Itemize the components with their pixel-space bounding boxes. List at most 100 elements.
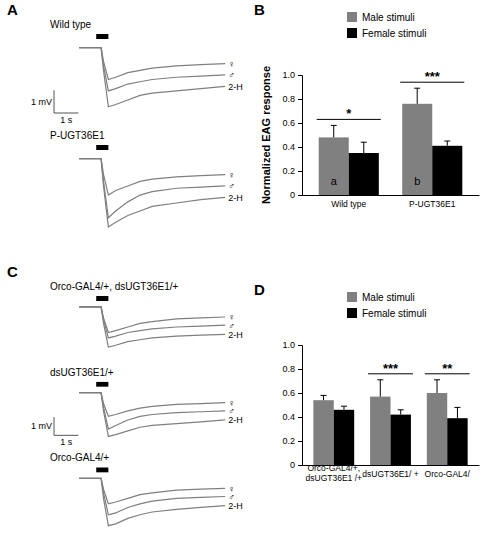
bar (349, 153, 379, 195)
y-tick-label: 0.8 (282, 94, 295, 104)
figure: AWild type♂♀2-H1 s1 mVP-UGT36E1♂♀2-HB00.… (0, 0, 488, 537)
stimulus-bar (96, 145, 108, 150)
trace-line (79, 48, 225, 91)
y-tick-mark (298, 393, 302, 394)
legend-swatch (347, 308, 357, 318)
panel-label: C (7, 263, 18, 280)
trace-label: 2-H (228, 82, 243, 92)
x-tick-label: Wild type (331, 199, 366, 209)
y-axis: 0 0.2 0.4 0.6 0.8 1.0 (282, 340, 302, 470)
trace-group-label: Orco-GAL4/+ (50, 452, 109, 463)
trace-plot (79, 34, 225, 107)
y-axis: 0 0.2 0.4 0.6 0.8 1.0 (282, 70, 302, 200)
x-tick-label: P-UGT36E1 (409, 199, 456, 209)
y-tick: 0 (290, 460, 302, 470)
error-bar (414, 88, 420, 104)
trace-plot (79, 296, 225, 347)
bar (447, 418, 467, 465)
trace-group-label: dsUGT36E1/+ (50, 367, 114, 378)
stimulus-bar (96, 296, 108, 301)
y-tick: 0.8 (282, 94, 302, 104)
bar-letter: b (414, 175, 420, 187)
panel-label: D (254, 281, 265, 298)
y-tick: 0.2 (282, 436, 302, 446)
x-tick: Wild type (331, 195, 366, 209)
x-tick: Orco-GAL4/ (425, 465, 471, 479)
y-tick-label: 0.6 (282, 388, 295, 398)
legend-swatch (347, 12, 357, 22)
scale-bar-x-label: 1 s (60, 115, 73, 125)
scale-bar-y (54, 417, 55, 435)
bar (432, 146, 462, 195)
y-tick: 0 (290, 190, 302, 200)
figure-canvas: AWild type♂♀2-H1 s1 mVP-UGT36E1♂♀2-HB00.… (0, 0, 488, 537)
y-tick-label: 0.4 (282, 142, 295, 152)
error-bar (444, 141, 450, 146)
y-tick: 0.8 (282, 364, 302, 374)
trace-line (79, 48, 225, 107)
legend-swatch (347, 292, 357, 302)
error-bar (361, 142, 367, 153)
trace-line (79, 478, 225, 514)
x-axis: Orco-GAL4/+,dsUGT36E1 /+dsUGT36E1/ + Orco… (303, 463, 480, 483)
y-tick: 0.4 (282, 412, 302, 422)
trace-plot (79, 145, 225, 227)
y-tick: 1.0 (282, 70, 302, 80)
trace-plot (79, 382, 225, 437)
bar-letter: a (331, 175, 338, 187)
y-tick-label: 0 (290, 190, 295, 200)
y-tick: 0.4 (282, 142, 302, 152)
y-tick-label: 0 (290, 460, 295, 470)
y-tick-label: 0.6 (282, 118, 295, 128)
scale-bar-x-label: 1 s (60, 437, 73, 447)
scale-bar-y (54, 90, 55, 113)
bar-plot (313, 380, 467, 465)
stimulus-bar (96, 467, 108, 472)
panel-label: B (254, 1, 265, 18)
bar (370, 397, 390, 465)
y-tick-mark (298, 123, 302, 124)
x-tick: dsUGT36E1/ + (362, 465, 418, 479)
bar (427, 393, 447, 465)
trace-label: ♀ (228, 59, 235, 69)
y-tick-mark (298, 171, 302, 172)
trace-line (79, 159, 225, 218)
y-tick-mark (298, 369, 302, 370)
x-tick: P-UGT36E1 (409, 195, 456, 209)
y-tick-mark (298, 75, 302, 76)
scale-bar-y-label: 1 mV (31, 421, 52, 431)
error-bar (341, 406, 347, 410)
scale-bar-x (54, 435, 78, 436)
bar-plot (319, 88, 463, 195)
trace-label: ♀ (228, 170, 235, 180)
x-tick-label: Orco-GAL4/ (425, 469, 471, 479)
y-tick-mark (298, 465, 302, 466)
scale-bar-x (54, 113, 78, 114)
y-tick: 0.6 (282, 118, 302, 128)
bar (334, 410, 354, 465)
trace-group-label: P-UGT36E1 (50, 130, 105, 141)
trace-line (79, 307, 225, 347)
trace-plot (79, 467, 225, 525)
error-bar (377, 380, 383, 397)
stimulus-bar (96, 382, 108, 387)
legend-swatch (347, 28, 357, 38)
y-tick-mark (298, 441, 302, 442)
significance-label: *** (425, 69, 441, 84)
trace-group-label: Orco-GAL4/+, dsUGT36E1/+ (50, 281, 179, 292)
y-tick-label: 0.2 (282, 436, 295, 446)
scale-bar-y-label: 1 mV (31, 97, 52, 107)
trace-line (79, 393, 225, 437)
x-tick-label: Orco-GAL4/+,dsUGT36E1 /+ (306, 463, 362, 483)
panel-label: A (7, 1, 18, 18)
trace-line (79, 159, 225, 227)
y-tick-label: 1.0 (282, 340, 295, 350)
error-bar (454, 407, 460, 418)
y-tick-mark (298, 147, 302, 148)
trace-label: 2-H (228, 501, 243, 511)
y-tick: 0.2 (282, 166, 302, 176)
legend-label: Female stimuli (362, 28, 426, 39)
error-bar (398, 410, 404, 415)
legend-label: Male stimuli (362, 292, 415, 303)
error-bar (321, 395, 327, 400)
